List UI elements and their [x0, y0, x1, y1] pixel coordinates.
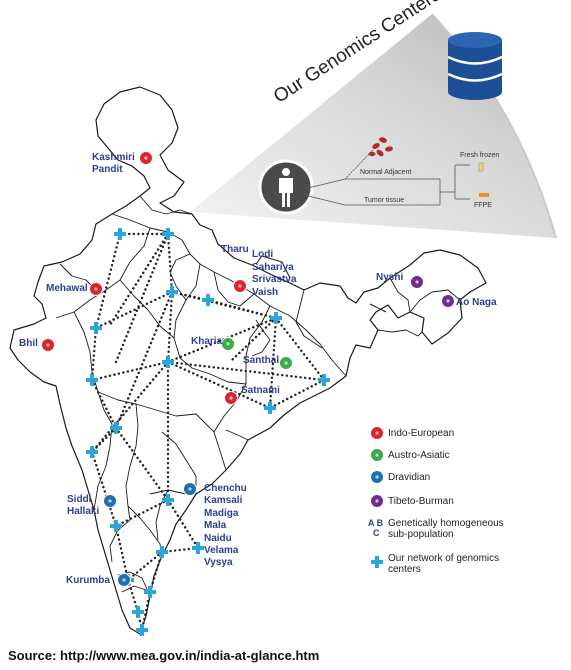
- center-cross-icon: [192, 542, 204, 554]
- center-cross-icon: [202, 294, 214, 306]
- marker-ao-naga: [441, 294, 455, 308]
- label-chenchu-group: Chenchu Kamsali Madiga Mala Naidu Velama…: [204, 483, 247, 569]
- label-kashmiri-pandit: Kashmiri Pandit: [92, 152, 135, 175]
- center-cross-icon: [110, 520, 122, 532]
- legend-c-marker: C: [373, 528, 380, 538]
- center-cross-icon: [90, 322, 102, 334]
- center-cross-icon: [144, 586, 156, 598]
- marker-nyshi: [410, 275, 424, 289]
- legend-ab-marker: A B: [368, 518, 384, 528]
- legend-dravidian: Dravidian: [388, 472, 431, 483]
- center-cross-icon: [270, 312, 282, 324]
- patient-icon: [258, 159, 314, 215]
- legend-tibeto-burman: Tibeto-Burman: [388, 496, 454, 507]
- label-satnami: Satnami: [241, 385, 280, 396]
- legend-indo-european: Indo-European: [388, 428, 455, 439]
- label-tharu: Tharu: [221, 244, 249, 255]
- marker-kurumba: [117, 573, 131, 587]
- label-kharia: Kharia: [191, 336, 223, 347]
- center-cross-icon: [86, 374, 98, 386]
- marker-bhil: [41, 338, 55, 352]
- label-lodi-group: Lodi Sahariya Srivastva Vaish: [252, 249, 297, 298]
- india-outline: [9, 86, 487, 635]
- database-icon: [447, 32, 503, 100]
- center-cross-icon: [166, 286, 178, 298]
- normal-adjacent-label: Normal Adjacent: [360, 169, 412, 176]
- source-citation: Source: http://www.mea.gov.in/india-at-g…: [8, 648, 320, 663]
- center-cross-icon: [264, 402, 276, 414]
- marker-siddi-hallaki: [103, 494, 117, 508]
- blood-cells-icon: [368, 137, 393, 157]
- legend-network: Our network of genomics centers: [388, 553, 500, 575]
- marker-lodi-group: [233, 279, 247, 293]
- legend-dravidian-icon: [370, 470, 384, 484]
- label-santhal: Santhal: [243, 355, 280, 366]
- label-kurumba: Kurumba: [66, 575, 110, 586]
- legend-indo-european-icon: [370, 426, 384, 440]
- label-nyshi: Nyshi: [376, 272, 404, 283]
- marker-chenchu-group: [183, 482, 197, 496]
- label-mehawal: Mehawal: [46, 283, 88, 294]
- marker-satnami: [224, 391, 238, 405]
- legend-symbols: [370, 426, 384, 568]
- center-cross-icon: [114, 228, 126, 240]
- legend-network-cross-icon: [371, 556, 383, 568]
- legend-tibeto-burman-icon: [370, 494, 384, 508]
- fresh-frozen-label: Fresh frozen: [460, 152, 500, 159]
- legend-austro-asiatic-icon: [370, 448, 384, 462]
- legend-austro-asiatic: Austro-Asiatic: [388, 450, 450, 461]
- ffpe-label: FFPE: [474, 202, 492, 209]
- legend-genetically-homogeneous: Genetically homogeneous sub-population: [388, 518, 504, 540]
- slide-icon: [479, 193, 489, 197]
- marker-mehawal: [89, 282, 103, 296]
- label-siddi-hallaki: Siddi Hallaki: [67, 494, 100, 517]
- tube-icon: [478, 162, 484, 172]
- label-ao-naga: Ao Naga: [456, 297, 497, 308]
- tumor-tissue-label: Tumor tissue: [364, 197, 405, 204]
- marker-kharia: [221, 337, 235, 351]
- center-cross-icon: [162, 228, 174, 240]
- center-cross-icon: [162, 356, 174, 368]
- marker-santhal: [279, 356, 293, 370]
- center-cross-icon: [318, 374, 330, 386]
- center-cross-icon: [136, 624, 148, 636]
- marker-kashmiri-pandit: [139, 151, 153, 165]
- sample-tree: [299, 149, 470, 206]
- center-cross-icon: [132, 606, 144, 618]
- label-bhil: Bhil: [19, 338, 38, 349]
